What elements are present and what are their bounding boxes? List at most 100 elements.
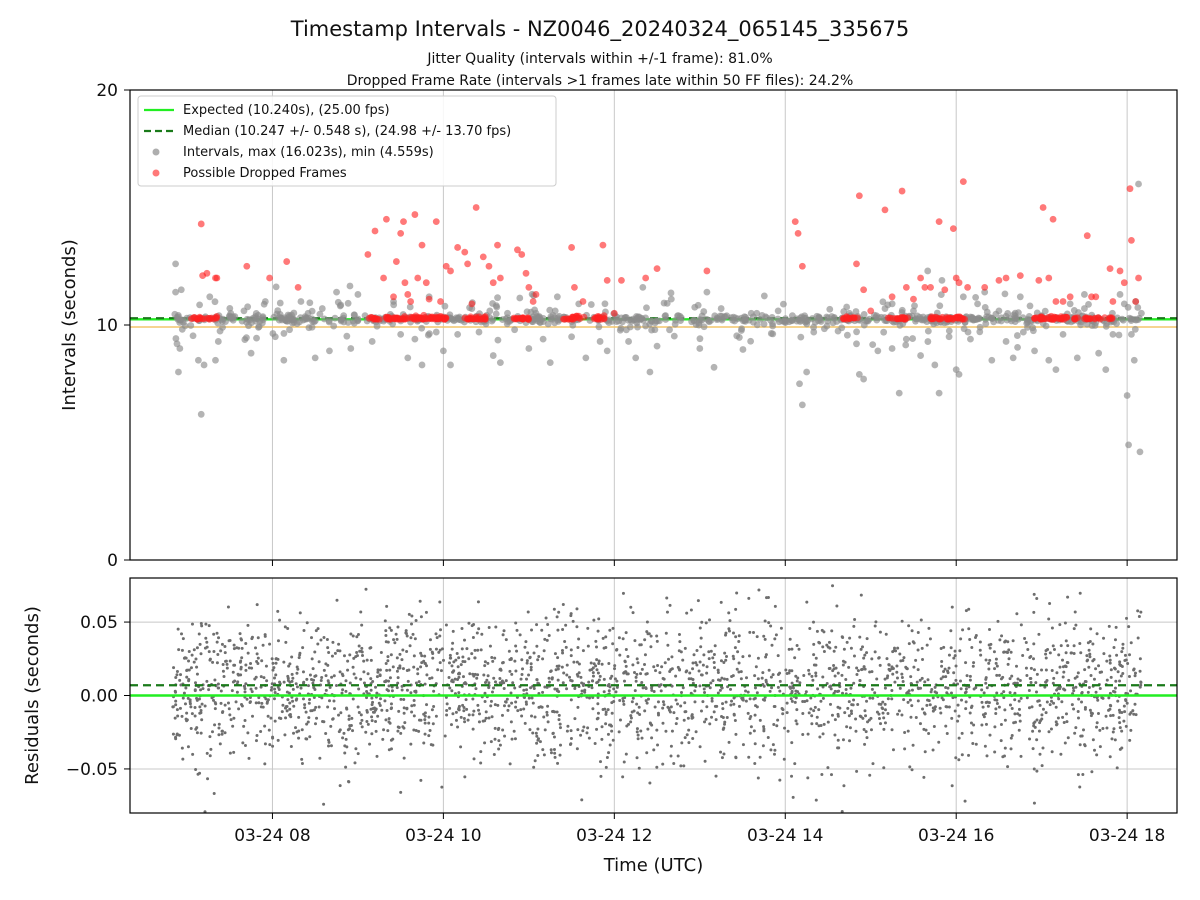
interval-point: [1016, 293, 1024, 301]
residual-point: [939, 711, 943, 715]
residual-point: [668, 603, 672, 607]
residual-point: [244, 668, 248, 672]
residual-point: [928, 637, 932, 641]
residual-point: [365, 709, 369, 713]
residual-point: [732, 702, 736, 706]
interval-point: [826, 305, 834, 313]
residual-point: [437, 650, 441, 654]
residual-point: [683, 701, 687, 705]
residual-point: [497, 726, 501, 730]
residual-point: [195, 731, 199, 735]
residual-point: [274, 661, 278, 665]
residual-point: [215, 640, 219, 644]
interval-point: [737, 327, 745, 334]
residual-point: [716, 671, 720, 675]
interval-point: [753, 309, 761, 317]
residual-point: [916, 631, 920, 635]
residual-point: [969, 705, 973, 709]
residual-point: [350, 716, 354, 720]
residual-point: [549, 670, 553, 674]
residual-point: [640, 667, 644, 671]
interval-point: [732, 314, 739, 322]
residual-point: [785, 671, 789, 675]
residual-point: [300, 757, 304, 761]
interval-point: [1134, 304, 1142, 311]
residual-point: [818, 735, 822, 739]
residual-point: [579, 733, 583, 737]
residual-point: [790, 774, 794, 778]
interval-point: [981, 288, 989, 296]
residual-point: [762, 684, 766, 688]
residual-point: [931, 706, 935, 710]
interval-point: [1131, 325, 1139, 333]
residual-point: [1109, 675, 1113, 679]
dropped-frame-point: [283, 258, 291, 265]
residual-point: [810, 714, 814, 718]
residual-point: [557, 664, 561, 668]
residual-point: [173, 716, 177, 720]
residual-point: [365, 720, 369, 724]
interval-point: [496, 359, 504, 366]
residual-point: [290, 672, 294, 676]
residual-point: [775, 724, 779, 728]
residual-point: [493, 656, 497, 660]
dropped-frame-point: [574, 314, 582, 322]
residual-point: [596, 711, 600, 715]
residual-point: [356, 633, 360, 637]
residual-point: [836, 671, 840, 675]
residual-point: [389, 738, 393, 742]
residual-point: [953, 649, 957, 653]
legend-label-median: Median (10.247 +/- 0.548 s), (24.98 +/- …: [183, 124, 511, 139]
residual-point: [359, 721, 363, 725]
residual-point: [417, 729, 421, 733]
residual-point: [656, 663, 660, 667]
residual-point: [964, 687, 968, 691]
residual-point: [345, 745, 349, 749]
residual-point: [1113, 667, 1117, 671]
residual-point: [536, 727, 540, 731]
residual-point: [931, 696, 935, 700]
residual-point: [812, 663, 816, 667]
residual-point: [999, 739, 1003, 743]
residual-point: [371, 679, 375, 683]
residual-point: [613, 664, 617, 668]
residual-point: [212, 632, 216, 636]
residual-point: [484, 680, 488, 684]
residual-point: [1054, 720, 1058, 724]
residual-point: [737, 640, 741, 644]
residual-point: [179, 673, 183, 677]
residual-point: [439, 628, 443, 632]
residual-point: [1038, 752, 1042, 756]
residual-point: [967, 627, 971, 631]
residual-point: [386, 640, 390, 644]
residual-point: [926, 698, 930, 702]
residual-point: [520, 714, 524, 718]
residual-point: [624, 664, 628, 668]
residual-point: [920, 646, 924, 650]
residual-point: [400, 684, 404, 688]
residual-point: [502, 629, 506, 633]
residual-point: [843, 660, 847, 664]
residual-point: [445, 708, 449, 712]
residual-point: [254, 646, 258, 650]
residual-point: [449, 656, 453, 660]
dropped-frame-point: [472, 204, 480, 211]
residual-point: [749, 714, 753, 718]
residual-point: [649, 634, 653, 638]
residual-point: [807, 672, 811, 676]
residual-point: [186, 745, 190, 749]
residual-point: [813, 705, 817, 709]
residual-point: [260, 659, 264, 663]
x-tick-label: 03-24 12: [576, 826, 652, 846]
residual-point: [520, 658, 524, 662]
residual-point: [848, 636, 852, 640]
residual-point: [658, 671, 662, 675]
residual-point: [624, 631, 628, 635]
residual-point: [220, 729, 224, 733]
residual-point: [720, 756, 724, 760]
dropped-frame-point: [367, 313, 375, 321]
residual-point: [850, 703, 854, 707]
interval-point: [1130, 356, 1138, 364]
residual-point: [1023, 636, 1027, 640]
residual-point: [1129, 711, 1133, 715]
